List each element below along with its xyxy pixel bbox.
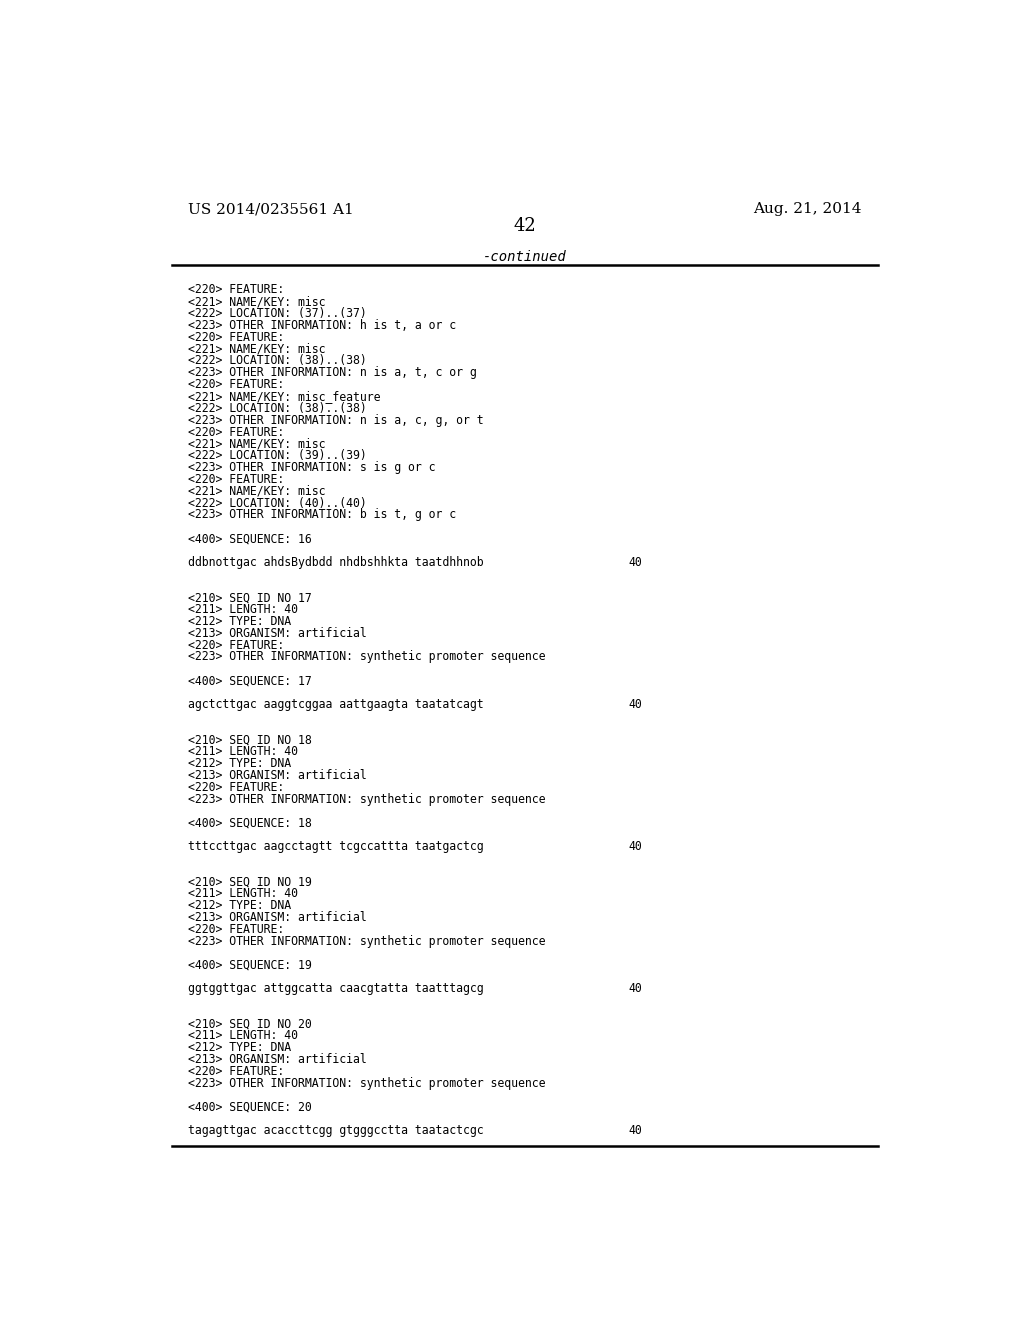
Text: <223> OTHER INFORMATION: synthetic promoter sequence: <223> OTHER INFORMATION: synthetic promo…	[187, 935, 545, 948]
Text: US 2014/0235561 A1: US 2014/0235561 A1	[187, 202, 353, 216]
Text: tttccttgac aagcctagtt tcgccattta taatgactcg: tttccttgac aagcctagtt tcgccattta taatgac…	[187, 840, 483, 853]
Text: <213> ORGANISM: artificial: <213> ORGANISM: artificial	[187, 911, 367, 924]
Text: <220> FEATURE:: <220> FEATURE:	[187, 284, 284, 297]
Text: agctcttgac aaggtcggaa aattgaagta taatatcagt: agctcttgac aaggtcggaa aattgaagta taatatc…	[187, 698, 483, 711]
Text: <400> SEQUENCE: 18: <400> SEQUENCE: 18	[187, 816, 311, 829]
Text: <210> SEQ ID NO 20: <210> SEQ ID NO 20	[187, 1018, 311, 1031]
Text: <210> SEQ ID NO 17: <210> SEQ ID NO 17	[187, 591, 311, 605]
Text: <212> TYPE: DNA: <212> TYPE: DNA	[187, 615, 291, 628]
Text: <212> TYPE: DNA: <212> TYPE: DNA	[187, 899, 291, 912]
Text: <211> LENGTH: 40: <211> LENGTH: 40	[187, 1030, 298, 1043]
Text: <223> OTHER INFORMATION: n is a, c, g, or t: <223> OTHER INFORMATION: n is a, c, g, o…	[187, 413, 483, 426]
Text: <220> FEATURE:: <220> FEATURE:	[187, 378, 284, 391]
Text: 40: 40	[628, 1125, 642, 1137]
Text: tagagttgac acaccttcgg gtgggcctta taatactcgc: tagagttgac acaccttcgg gtgggcctta taatact…	[187, 1125, 483, 1137]
Text: <400> SEQUENCE: 20: <400> SEQUENCE: 20	[187, 1101, 311, 1114]
Text: 42: 42	[513, 218, 537, 235]
Text: ddbnottgac ahdsBydbdd nhdbshhkta taatdhhnob: ddbnottgac ahdsBydbdd nhdbshhkta taatdhh…	[187, 556, 483, 569]
Text: <223> OTHER INFORMATION: n is a, t, c or g: <223> OTHER INFORMATION: n is a, t, c or…	[187, 367, 476, 379]
Text: <222> LOCATION: (38)..(38): <222> LOCATION: (38)..(38)	[187, 401, 367, 414]
Text: <213> ORGANISM: artificial: <213> ORGANISM: artificial	[187, 1053, 367, 1067]
Text: <223> OTHER INFORMATION: b is t, g or c: <223> OTHER INFORMATION: b is t, g or c	[187, 508, 456, 521]
Text: <221> NAME/KEY: misc: <221> NAME/KEY: misc	[187, 484, 325, 498]
Text: <210> SEQ ID NO 18: <210> SEQ ID NO 18	[187, 734, 311, 746]
Text: <223> OTHER INFORMATION: h is t, a or c: <223> OTHER INFORMATION: h is t, a or c	[187, 319, 456, 331]
Text: <221> NAME/KEY: misc: <221> NAME/KEY: misc	[187, 437, 325, 450]
Text: <220> FEATURE:: <220> FEATURE:	[187, 425, 284, 438]
Text: <220> FEATURE:: <220> FEATURE:	[187, 331, 284, 343]
Text: 40: 40	[628, 556, 642, 569]
Text: <222> LOCATION: (37)..(37): <222> LOCATION: (37)..(37)	[187, 308, 367, 319]
Text: -continued: -continued	[483, 249, 566, 264]
Text: <221> NAME/KEY: misc_feature: <221> NAME/KEY: misc_feature	[187, 389, 380, 403]
Text: <211> LENGTH: 40: <211> LENGTH: 40	[187, 887, 298, 900]
Text: <222> LOCATION: (40)..(40): <222> LOCATION: (40)..(40)	[187, 496, 367, 510]
Text: <222> LOCATION: (39)..(39): <222> LOCATION: (39)..(39)	[187, 449, 367, 462]
Text: <400> SEQUENCE: 17: <400> SEQUENCE: 17	[187, 675, 311, 688]
Text: <211> LENGTH: 40: <211> LENGTH: 40	[187, 603, 298, 616]
Text: <221> NAME/KEY: misc: <221> NAME/KEY: misc	[187, 343, 325, 355]
Text: ggtggttgac attggcatta caacgtatta taatttagcg: ggtggttgac attggcatta caacgtatta taattta…	[187, 982, 483, 995]
Text: <400> SEQUENCE: 19: <400> SEQUENCE: 19	[187, 958, 311, 972]
Text: <220> FEATURE:: <220> FEATURE:	[187, 639, 284, 652]
Text: <223> OTHER INFORMATION: synthetic promoter sequence: <223> OTHER INFORMATION: synthetic promo…	[187, 1077, 545, 1090]
Text: <223> OTHER INFORMATION: synthetic promoter sequence: <223> OTHER INFORMATION: synthetic promo…	[187, 651, 545, 664]
Text: 40: 40	[628, 840, 642, 853]
Text: <220> FEATURE:: <220> FEATURE:	[187, 780, 284, 793]
Text: 40: 40	[628, 698, 642, 711]
Text: <223> OTHER INFORMATION: synthetic promoter sequence: <223> OTHER INFORMATION: synthetic promo…	[187, 792, 545, 805]
Text: <221> NAME/KEY: misc: <221> NAME/KEY: misc	[187, 296, 325, 309]
Text: <400> SEQUENCE: 16: <400> SEQUENCE: 16	[187, 532, 311, 545]
Text: <212> TYPE: DNA: <212> TYPE: DNA	[187, 1041, 291, 1055]
Text: <211> LENGTH: 40: <211> LENGTH: 40	[187, 746, 298, 758]
Text: <220> FEATURE:: <220> FEATURE:	[187, 923, 284, 936]
Text: <223> OTHER INFORMATION: s is g or c: <223> OTHER INFORMATION: s is g or c	[187, 461, 435, 474]
Text: <213> ORGANISM: artificial: <213> ORGANISM: artificial	[187, 770, 367, 781]
Text: <222> LOCATION: (38)..(38): <222> LOCATION: (38)..(38)	[187, 355, 367, 367]
Text: <220> FEATURE:: <220> FEATURE:	[187, 473, 284, 486]
Text: Aug. 21, 2014: Aug. 21, 2014	[754, 202, 862, 216]
Text: 40: 40	[628, 982, 642, 995]
Text: <212> TYPE: DNA: <212> TYPE: DNA	[187, 758, 291, 770]
Text: <213> ORGANISM: artificial: <213> ORGANISM: artificial	[187, 627, 367, 640]
Text: <220> FEATURE:: <220> FEATURE:	[187, 1065, 284, 1078]
Text: <210> SEQ ID NO 19: <210> SEQ ID NO 19	[187, 875, 311, 888]
